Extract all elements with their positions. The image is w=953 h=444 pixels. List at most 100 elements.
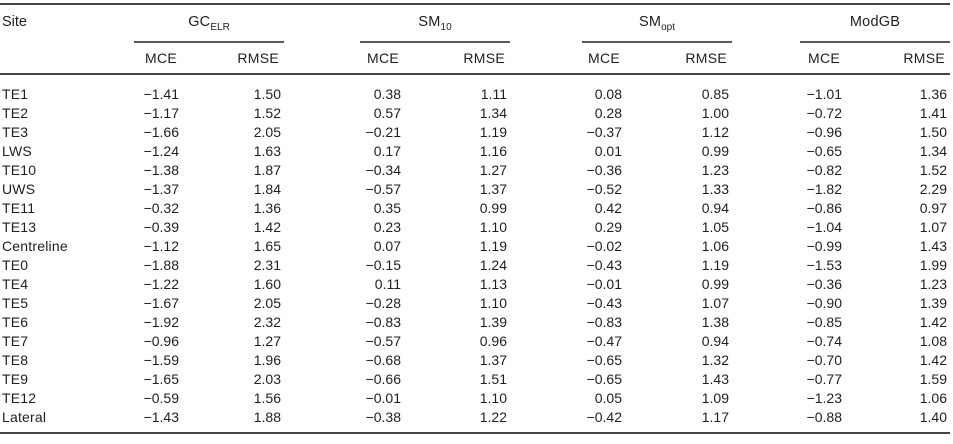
cell-value: 1.41	[919, 105, 947, 121]
cell-value: −0.02	[586, 238, 622, 254]
group-label: GCELR	[188, 14, 230, 33]
results-table: Site GCELR SM10 SMopt ModGB MCE RMSE MCE RMSE M…	[0, 3, 950, 434]
cell-value: 1.33	[701, 181, 729, 197]
cell-value: −0.83	[365, 314, 401, 330]
table-row: TE10 −1.38 1.87 −0.34 1.27 −0.36 1.23 −0.82 1.52	[0, 161, 950, 180]
row-label: UWS	[2, 181, 36, 197]
cell-value: −0.57	[365, 181, 401, 197]
cell-value: −0.36	[806, 276, 842, 292]
cell-value: 1.27	[479, 162, 507, 178]
cell-value: 1.42	[919, 352, 947, 368]
cell-value: 1.96	[253, 352, 281, 368]
cell-value: 1.42	[253, 219, 281, 235]
cell-value: 1.05	[701, 219, 729, 235]
table-row: TE11 −0.32 1.36 0.35 0.99 0.42 0.94 −0.86 0.97	[0, 199, 950, 218]
row-label: TE13	[2, 219, 37, 235]
group-label: SM10	[418, 14, 452, 33]
cell-value: 1.38	[701, 314, 729, 330]
cell-value: 1.37	[479, 181, 507, 197]
cell-value: −1.82	[806, 181, 842, 197]
cell-value: 0.42	[594, 200, 622, 216]
cell-value: 1.34	[479, 105, 507, 121]
cell-value: 2.05	[253, 295, 281, 311]
cell-value: 2.03	[253, 371, 281, 387]
cell-value: −1.59	[143, 352, 179, 368]
column-header-rmse: RMSE	[182, 43, 284, 75]
cell-value: 1.11	[480, 86, 507, 102]
table-row: TE8 −1.59 1.96 −0.68 1.37 −0.65 1.32 −0.70 1.42	[0, 351, 950, 370]
cell-value: −0.88	[806, 409, 842, 425]
cell-value: −0.96	[143, 333, 179, 349]
cell-value: 1.36	[919, 86, 947, 102]
cell-value: 0.01	[594, 143, 622, 159]
column-header-mce: MCE	[284, 43, 404, 75]
column-header-site: Site	[0, 4, 130, 75]
cell-value: 0.11	[374, 276, 401, 292]
cell-value: −0.70	[806, 352, 842, 368]
cell-value: 1.10	[479, 390, 507, 406]
cell-value: −1.37	[143, 181, 179, 197]
cell-value: 1.00	[701, 105, 729, 121]
cell-value: −0.39	[143, 219, 179, 235]
table-row: TE12 −0.59 1.56 −0.01 1.10 0.05 1.09 −1.23 1.06	[0, 389, 950, 408]
cell-value: 1.24	[479, 257, 507, 273]
cell-value: −0.68	[365, 352, 401, 368]
table-row: TE0 −1.88 2.31 −0.15 1.24 −0.43 1.19 −1.53 1.99	[0, 256, 950, 275]
cell-value: 1.51	[479, 371, 507, 387]
row-label: TE10	[2, 162, 37, 178]
cell-value: 1.07	[919, 219, 947, 235]
group-header-row: Site GCELR SM10 SMopt ModGB	[0, 4, 950, 75]
row-label: TE5	[2, 295, 29, 311]
column-group-sm-opt: SMopt	[510, 4, 732, 43]
cell-value: −0.21	[365, 124, 401, 140]
cell-value: −0.77	[806, 371, 842, 387]
table-row: Lateral −1.43 1.88 −0.38 1.22 −0.42 1.17 −0.88 1…	[0, 408, 950, 433]
cell-value: 0.05	[594, 390, 622, 406]
cell-value: −1.65	[143, 371, 179, 387]
cell-value: 0.35	[373, 200, 401, 216]
cell-value: 2.05	[253, 124, 281, 140]
cell-value: 0.97	[919, 200, 947, 216]
cell-value: 1.32	[701, 352, 729, 368]
cell-value: 1.43	[701, 371, 729, 387]
cell-value: 1.50	[919, 124, 947, 140]
cell-value: 2.32	[253, 314, 281, 330]
cell-value: 1.22	[479, 409, 507, 425]
cell-value: 0.17	[373, 143, 401, 159]
cell-value: −1.53	[806, 257, 842, 273]
cell-value: 1.52	[253, 105, 281, 121]
cell-value: 1.84	[253, 181, 281, 197]
cell-value: 1.17	[701, 409, 729, 425]
cell-value: 1.39	[479, 314, 507, 330]
table-row: Centreline −1.12 1.65 0.07 1.19 −0.02 1.06 −0.9…	[0, 237, 950, 256]
cell-value: 0.23	[373, 219, 401, 235]
cell-value: 0.99	[479, 200, 507, 216]
row-label: TE0	[2, 257, 29, 273]
cell-value: −1.43	[143, 409, 179, 425]
cell-value: −0.96	[806, 124, 842, 140]
cell-value: 1.39	[919, 295, 947, 311]
cell-value: 1.19	[479, 238, 507, 254]
row-label: Lateral	[2, 409, 47, 425]
cell-value: −1.17	[143, 105, 179, 121]
cell-value: −0.37	[586, 124, 622, 140]
cell-value: −0.38	[365, 409, 401, 425]
column-header-rmse: RMSE	[625, 43, 732, 75]
row-label: Centreline	[2, 238, 68, 254]
column-header-rmse: RMSE	[404, 43, 510, 75]
table-body: TE1 −1.41 1.50 0.38 1.11 0.08 0.85 −1.01 1.36 TE2…	[0, 74, 950, 433]
cell-value: 1.40	[919, 409, 947, 425]
cell-value: −0.28	[365, 295, 401, 311]
cell-value: 1.50	[253, 86, 281, 102]
row-label: TE6	[2, 314, 29, 330]
table-row: TE13 −0.39 1.42 0.23 1.10 0.29 1.05 −1.04 1.07	[0, 218, 950, 237]
row-label: TE12	[2, 390, 37, 406]
cell-value: 1.19	[479, 124, 507, 140]
cell-value: 1.65	[253, 238, 281, 254]
cell-value: 1.43	[919, 238, 947, 254]
cell-value: −0.52	[586, 181, 622, 197]
cell-value: 1.23	[919, 276, 947, 292]
cell-value: 1.87	[253, 162, 281, 178]
group-underline: SM10	[360, 14, 510, 43]
table-row: TE4 −1.22 1.60 0.11 1.13 −0.01 0.99 −0.36 1.23	[0, 275, 950, 294]
